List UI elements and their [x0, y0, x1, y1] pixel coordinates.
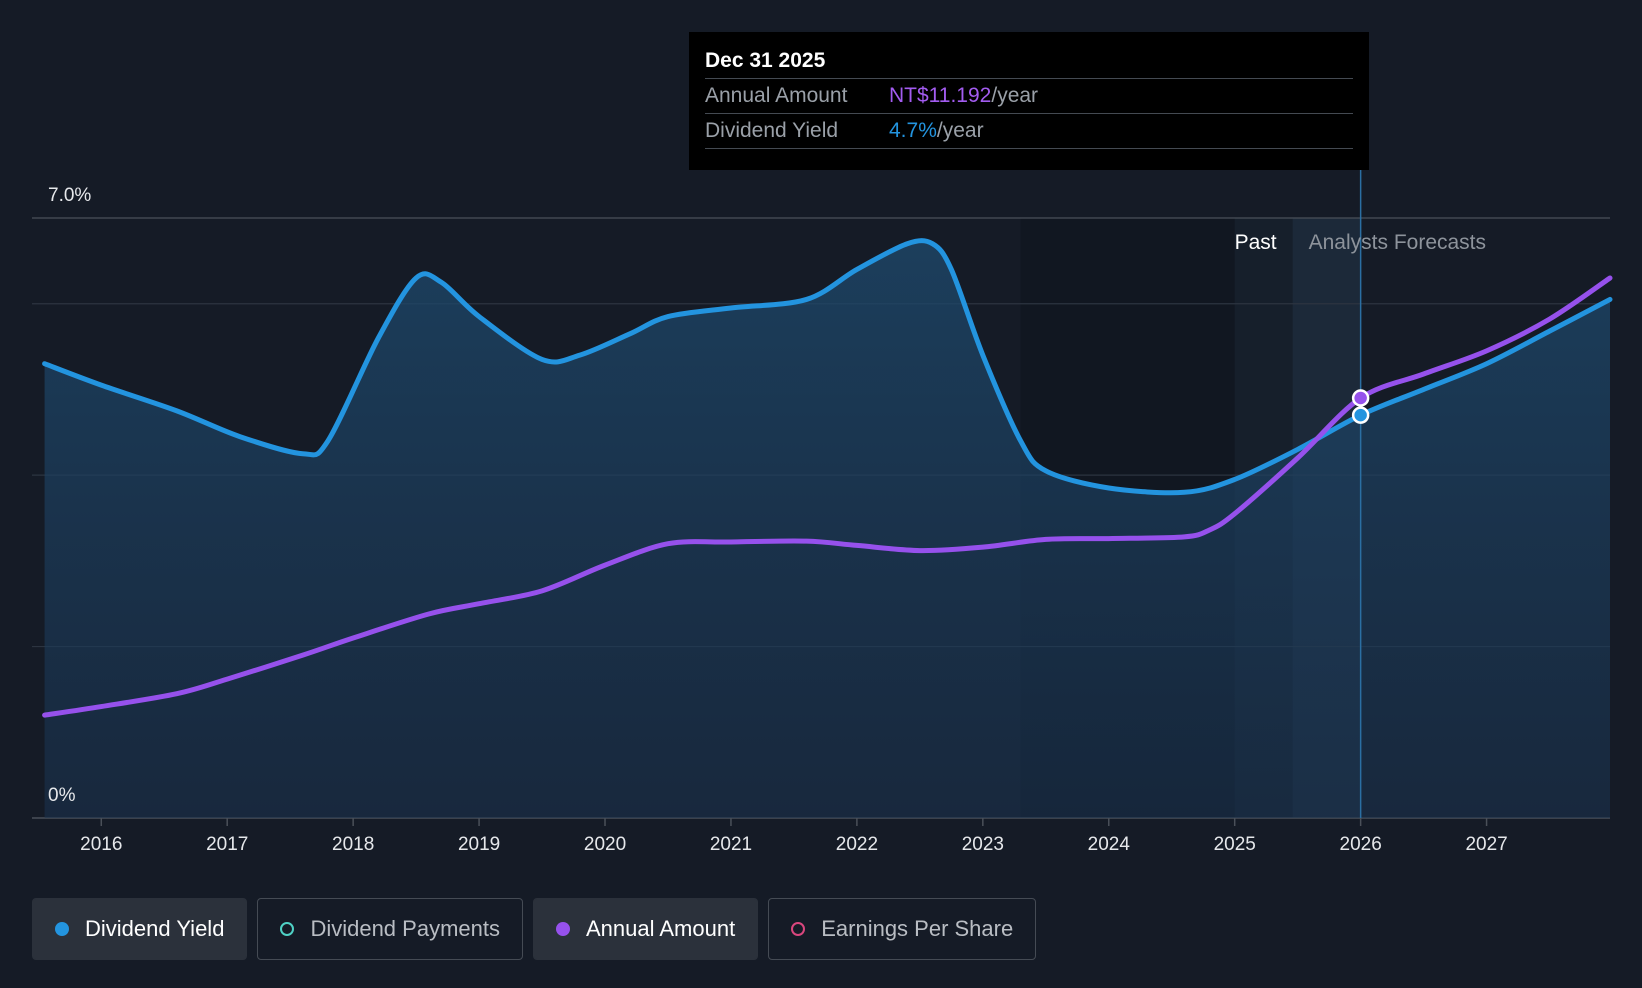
tooltip: Dec 31 2025 Annual Amount NT$11.192 /yea…: [689, 32, 1369, 170]
legend: Dividend Yield Dividend Payments Annual …: [32, 898, 1037, 960]
legend-dividend-payments-button[interactable]: Dividend Payments: [257, 898, 523, 960]
tooltip-label: Annual Amount: [705, 84, 848, 107]
dividend-yield-line: [42, 238, 1613, 496]
tooltip-date: Dec 31 2025: [705, 46, 1353, 79]
series-areas: [44, 240, 1611, 819]
tooltip-row-annual-amount: Annual Amount NT$11.192 /year: [705, 79, 1353, 114]
tooltip-row-dividend-yield: Dividend Yield 4.7% /year: [705, 114, 1353, 149]
dividend-yield-marker: [1351, 406, 1370, 424]
x-tick-label: 2017: [206, 834, 248, 855]
legend-label: Annual Amount: [585, 916, 736, 941]
legend-annual-amount-button[interactable]: Annual Amount: [532, 898, 759, 960]
x-tick-label: 2018: [332, 834, 374, 855]
past-region-label: Past: [1235, 231, 1277, 254]
tooltip-value: 4.7%: [889, 119, 937, 142]
y-axis-top-label: 7.0%: [48, 185, 91, 206]
dividend-chart: 2016 2017 2018 2019 2020 2021 2022 2023 2024 2025…: [32, 170, 1613, 855]
tooltip-unit: /year: [991, 84, 1039, 107]
x-tick-label: 2026: [1340, 834, 1382, 855]
legend-dot-icon: [791, 922, 806, 936]
tooltip-unit: /year: [936, 119, 984, 142]
x-tick-label: 2016: [80, 834, 122, 855]
x-tick-label: 2024: [1088, 834, 1131, 855]
legend-dot-icon: [555, 922, 570, 936]
legend-dot-icon: [55, 922, 69, 936]
x-tick-label: 2025: [1214, 834, 1256, 855]
legend-dot-icon: [280, 922, 295, 936]
x-tick-label: 2022: [836, 834, 878, 855]
series-markers: [1351, 389, 1370, 424]
legend-label: Dividend Yield: [85, 916, 225, 941]
x-tick-label: 2019: [458, 834, 500, 855]
y-axis-bottom-label: 0%: [48, 785, 76, 806]
legend-dividend-yield-button[interactable]: Dividend Yield: [32, 898, 248, 960]
annual-amount-marker: [1351, 389, 1370, 407]
legend-label: Earnings Per Share: [821, 916, 1014, 941]
dividend-yield-area: [44, 240, 1611, 819]
x-axis: 2016 2017 2018 2019 2020 2021 2022 2023 2024 2025…: [80, 818, 1508, 855]
x-tick-label: 2021: [710, 834, 752, 855]
legend-earnings-per-share-button[interactable]: Earnings Per Share: [768, 898, 1037, 960]
x-tick-label: 2023: [962, 834, 1004, 855]
tooltip-label: Dividend Yield: [705, 119, 839, 142]
tooltip-value: NT$11.192: [889, 84, 992, 107]
x-tick-label: 2027: [1465, 834, 1507, 855]
forecast-region-label: Analysts Forecasts: [1309, 231, 1486, 254]
legend-label: Dividend Payments: [310, 916, 500, 941]
x-tick-label: 2020: [584, 834, 626, 855]
